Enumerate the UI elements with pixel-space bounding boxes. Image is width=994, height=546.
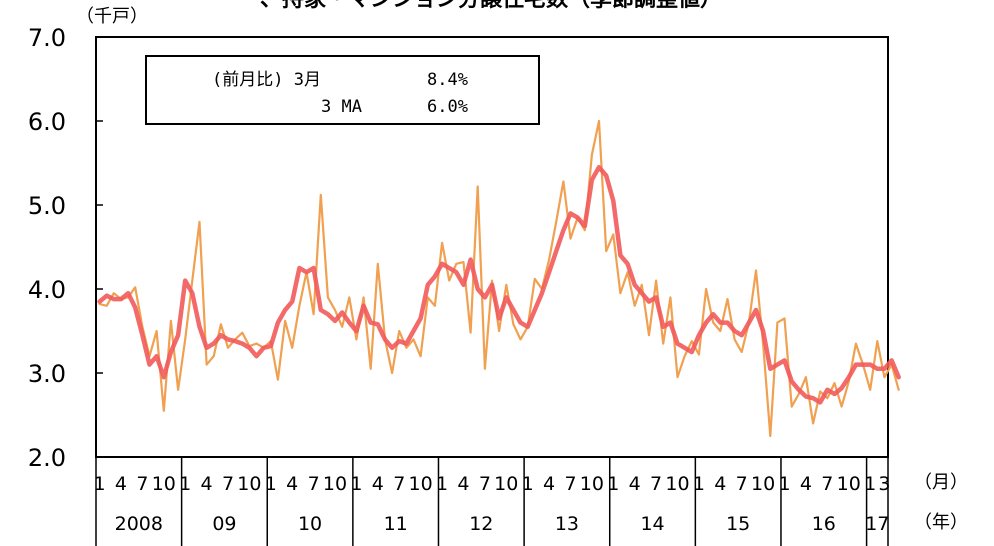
month-tick-label: 1 — [607, 473, 619, 495]
month-tick-label: 7 — [736, 473, 748, 495]
y-tick-label: 7.0 — [28, 24, 66, 52]
year-label: 14 — [640, 513, 664, 535]
month-tick-label: 7 — [650, 473, 662, 495]
month-tick-label: 7 — [564, 473, 576, 495]
y-tick-label: 5.0 — [28, 192, 66, 220]
y-tick-label: 3.0 — [28, 360, 66, 388]
month-tick-label: 4 — [543, 473, 555, 495]
x-axis-month-unit: （月） — [914, 472, 968, 493]
year-label: 09 — [212, 513, 236, 535]
month-tick-label: 10 — [665, 473, 689, 495]
legend: (前月比) 3月 8.4% 3 MA 6.0% — [145, 55, 540, 125]
year-label: 13 — [555, 513, 579, 535]
month-tick-label: 10 — [409, 473, 433, 495]
year-label: 16 — [812, 513, 836, 535]
month-tick-label: 4 — [372, 473, 384, 495]
year-label: 2008 — [115, 513, 163, 535]
month-tick-label: 4 — [714, 473, 726, 495]
month-tick-label: 1 — [94, 473, 106, 495]
month-tick-label: 1 — [778, 473, 790, 495]
month-tick-label: 4 — [457, 473, 469, 495]
month-tick-label: 4 — [629, 473, 641, 495]
month-tick-label: 10 — [837, 473, 861, 495]
month-tick-label: 1 — [436, 473, 448, 495]
series-layer — [97, 119, 901, 438]
month-tick-label: 10 — [580, 473, 604, 495]
y-tick-label: 2.0 — [28, 444, 66, 472]
month-tick-label: 1 — [864, 473, 876, 495]
legend-box — [145, 55, 540, 125]
legend-row2-value: 6.0% — [427, 97, 468, 117]
series-3ma-line — [97, 164, 901, 405]
month-tick-label: 4 — [286, 473, 298, 495]
month-tick-label: 4 — [800, 473, 812, 495]
month-tick-label: 1 — [265, 473, 277, 495]
month-tick-label: 7 — [222, 473, 234, 495]
month-tick-label: 10 — [751, 473, 775, 495]
y-tick-label: 4.0 — [28, 276, 66, 304]
year-label: 11 — [384, 513, 408, 535]
legend-row1-value: 8.4% — [427, 70, 468, 90]
month-tick-label: 7 — [308, 473, 320, 495]
y-tick-label: 6.0 — [28, 108, 66, 136]
month-tick-label: 7 — [821, 473, 833, 495]
month-tick-label: 4 — [201, 473, 213, 495]
month-tick-label: 1 — [693, 473, 705, 495]
y-axis-unit: （千戸） — [76, 6, 148, 27]
month-tick-label: 10 — [237, 473, 261, 495]
month-tick-label: 4 — [115, 473, 127, 495]
year-label: 17 — [865, 513, 889, 535]
y-axis: 7.0 6.0 5.0 4.0 3.0 2.0 — [28, 24, 103, 472]
year-label: 15 — [726, 513, 750, 535]
year-label: 12 — [469, 513, 493, 535]
month-tick-label: 10 — [494, 473, 518, 495]
month-tick-label: 10 — [152, 473, 176, 495]
month-tick-label: 7 — [479, 473, 491, 495]
month-tick-label: 7 — [136, 473, 148, 495]
month-tick-label: 1 — [179, 473, 191, 495]
chart-title: 、持家・マンション分譲住宅数（季節調整値） — [260, 0, 722, 12]
year-label: 10 — [298, 513, 322, 535]
month-tick-label: 1 — [350, 473, 362, 495]
x-axis-year-unit: （年） — [914, 512, 968, 533]
legend-row1-label: (前月比) 3月 — [212, 70, 321, 90]
month-tick-label: 10 — [323, 473, 347, 495]
month-tick-label: 7 — [393, 473, 405, 495]
month-tick-label: 1 — [522, 473, 534, 495]
legend-row2-label: 3 MA — [321, 97, 362, 117]
